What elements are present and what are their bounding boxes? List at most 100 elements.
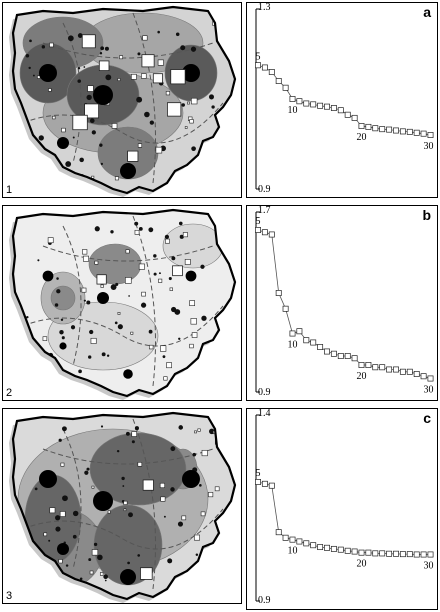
dot-marker xyxy=(148,329,153,334)
square-marker xyxy=(214,486,220,492)
square-marker xyxy=(149,344,154,350)
dot-marker xyxy=(62,495,68,502)
square-marker xyxy=(141,291,146,297)
dot-marker xyxy=(48,176,51,178)
dot-marker xyxy=(60,318,64,322)
dot-marker xyxy=(103,574,108,580)
dashed-boundary xyxy=(42,42,214,59)
data-point xyxy=(420,130,427,137)
large-dot-marker xyxy=(39,64,57,82)
dot-marker xyxy=(84,470,89,475)
dashed-boundary xyxy=(22,102,224,144)
data-point xyxy=(406,551,413,558)
square-marker xyxy=(201,449,208,457)
dot-marker xyxy=(78,369,82,374)
dot-marker xyxy=(170,487,175,492)
square-marker xyxy=(125,249,130,254)
large-square-marker xyxy=(81,34,96,49)
dot-marker xyxy=(31,151,34,153)
dot-marker xyxy=(99,143,103,147)
square-marker xyxy=(189,343,194,349)
dot-marker xyxy=(88,355,92,359)
data-point xyxy=(399,128,406,135)
square-marker xyxy=(89,570,94,575)
dot-marker xyxy=(178,221,183,226)
data-point xyxy=(372,364,379,371)
square-marker xyxy=(137,143,143,148)
large-dot-marker xyxy=(120,163,136,179)
dot-marker xyxy=(56,289,61,294)
square-marker xyxy=(157,59,164,66)
square-marker xyxy=(194,534,200,541)
dot-marker xyxy=(86,94,92,101)
data-point xyxy=(351,355,358,362)
dot-marker xyxy=(164,234,170,240)
line-chart-b: 5 10 20 30 xyxy=(255,211,434,396)
large-square-marker xyxy=(140,567,153,580)
dot-marker xyxy=(104,46,109,51)
region-outline xyxy=(11,5,237,195)
row-number-2: 2 xyxy=(6,387,13,399)
large-square-marker xyxy=(98,60,110,71)
data-point xyxy=(289,330,296,337)
dot-marker xyxy=(168,277,172,281)
dot-marker xyxy=(104,579,107,582)
square-marker xyxy=(31,166,37,171)
large-dot-marker xyxy=(120,569,136,585)
data-point xyxy=(268,69,275,75)
dot-marker xyxy=(110,284,117,291)
square-marker xyxy=(208,492,214,498)
large-dot-marker xyxy=(57,543,69,555)
square-marker xyxy=(138,263,145,270)
dot-marker xyxy=(86,300,91,305)
dot-marker xyxy=(58,438,62,442)
data-point xyxy=(317,344,324,350)
data-point xyxy=(351,114,358,121)
dot-marker xyxy=(91,130,96,135)
square-marker xyxy=(184,126,188,129)
dot-marker xyxy=(128,295,130,297)
dot-marker xyxy=(128,512,133,518)
data-point xyxy=(268,482,275,489)
data-point xyxy=(261,480,268,487)
square-marker xyxy=(137,462,143,467)
data-point xyxy=(324,544,330,551)
dashed-boundary xyxy=(42,448,214,465)
square-marker xyxy=(123,508,127,512)
data-point xyxy=(317,102,324,109)
square-marker xyxy=(163,376,168,381)
square-marker xyxy=(81,287,87,293)
large-dot-marker xyxy=(59,342,67,350)
square-marker xyxy=(190,318,197,325)
data-point xyxy=(365,123,372,130)
data-point xyxy=(330,105,337,111)
chart-letter-b: b xyxy=(422,207,431,223)
dot-marker xyxy=(28,66,31,70)
contour-map-2 xyxy=(9,208,237,400)
dot-marker xyxy=(101,352,106,357)
dashed-boundary xyxy=(22,508,224,550)
region-outline xyxy=(11,208,237,398)
x-tick-label: 10 xyxy=(288,340,298,351)
dot-marker xyxy=(137,554,141,557)
square-marker xyxy=(131,431,137,437)
large-square-marker xyxy=(96,274,107,285)
data-point xyxy=(358,549,365,556)
dot-marker xyxy=(100,162,104,166)
square-marker xyxy=(46,565,53,572)
data-point xyxy=(344,547,351,554)
x-tick-label: 30 xyxy=(424,385,434,396)
square-marker xyxy=(131,73,137,80)
data-point xyxy=(337,353,344,359)
chart-letter-c: c xyxy=(423,410,431,426)
row-number-3: 3 xyxy=(6,590,13,602)
chart-panel-a: 5 10 20 30 a 1.3 0.9 xyxy=(246,2,438,198)
dot-marker xyxy=(201,315,207,321)
data-point xyxy=(310,542,317,549)
dot-marker xyxy=(116,449,120,453)
data-point xyxy=(344,111,351,118)
large-square-marker xyxy=(72,114,88,131)
dot-marker xyxy=(137,52,141,56)
data-point xyxy=(282,305,289,312)
dashed-boundary xyxy=(62,428,82,570)
